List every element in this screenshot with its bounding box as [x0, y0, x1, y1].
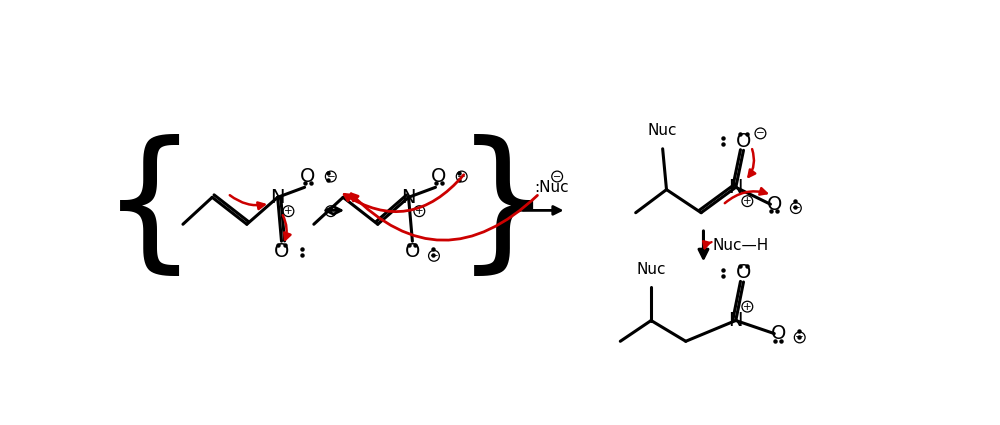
FancyArrowPatch shape: [344, 175, 464, 212]
Text: O: O: [767, 195, 782, 214]
Text: −: −: [326, 172, 335, 181]
FancyArrowPatch shape: [351, 194, 537, 240]
Text: N: N: [729, 178, 743, 197]
FancyArrowPatch shape: [703, 241, 712, 248]
Text: O: O: [274, 243, 289, 261]
Text: −: −: [457, 172, 466, 181]
Text: +: +: [415, 206, 424, 216]
FancyArrowPatch shape: [283, 215, 290, 240]
Text: +: +: [743, 196, 752, 206]
Text: O: O: [736, 132, 751, 150]
Text: −: −: [756, 128, 765, 139]
Text: O: O: [431, 167, 446, 186]
Text: −: −: [795, 332, 804, 343]
Text: {: {: [100, 134, 198, 283]
Text: +: +: [284, 206, 293, 216]
Text: }: }: [455, 134, 552, 283]
Text: O: O: [300, 167, 315, 186]
FancyArrowPatch shape: [748, 149, 755, 177]
Text: N: N: [270, 188, 285, 207]
Text: Nuc: Nuc: [648, 123, 677, 138]
Text: +: +: [743, 302, 752, 312]
Text: O: O: [770, 324, 786, 343]
FancyArrowPatch shape: [725, 188, 767, 203]
Text: +: +: [326, 206, 335, 216]
Text: −: −: [791, 203, 800, 213]
Text: N: N: [401, 188, 416, 207]
FancyArrowPatch shape: [230, 195, 264, 209]
Text: −: −: [553, 172, 561, 181]
Text: O: O: [736, 263, 751, 282]
Text: −: −: [430, 251, 438, 261]
Text: O: O: [405, 243, 420, 261]
Text: :Nuc: :Nuc: [534, 180, 569, 195]
Text: Nuc—H: Nuc—H: [713, 238, 769, 253]
Text: N: N: [729, 311, 743, 330]
Text: Nuc: Nuc: [636, 262, 666, 277]
